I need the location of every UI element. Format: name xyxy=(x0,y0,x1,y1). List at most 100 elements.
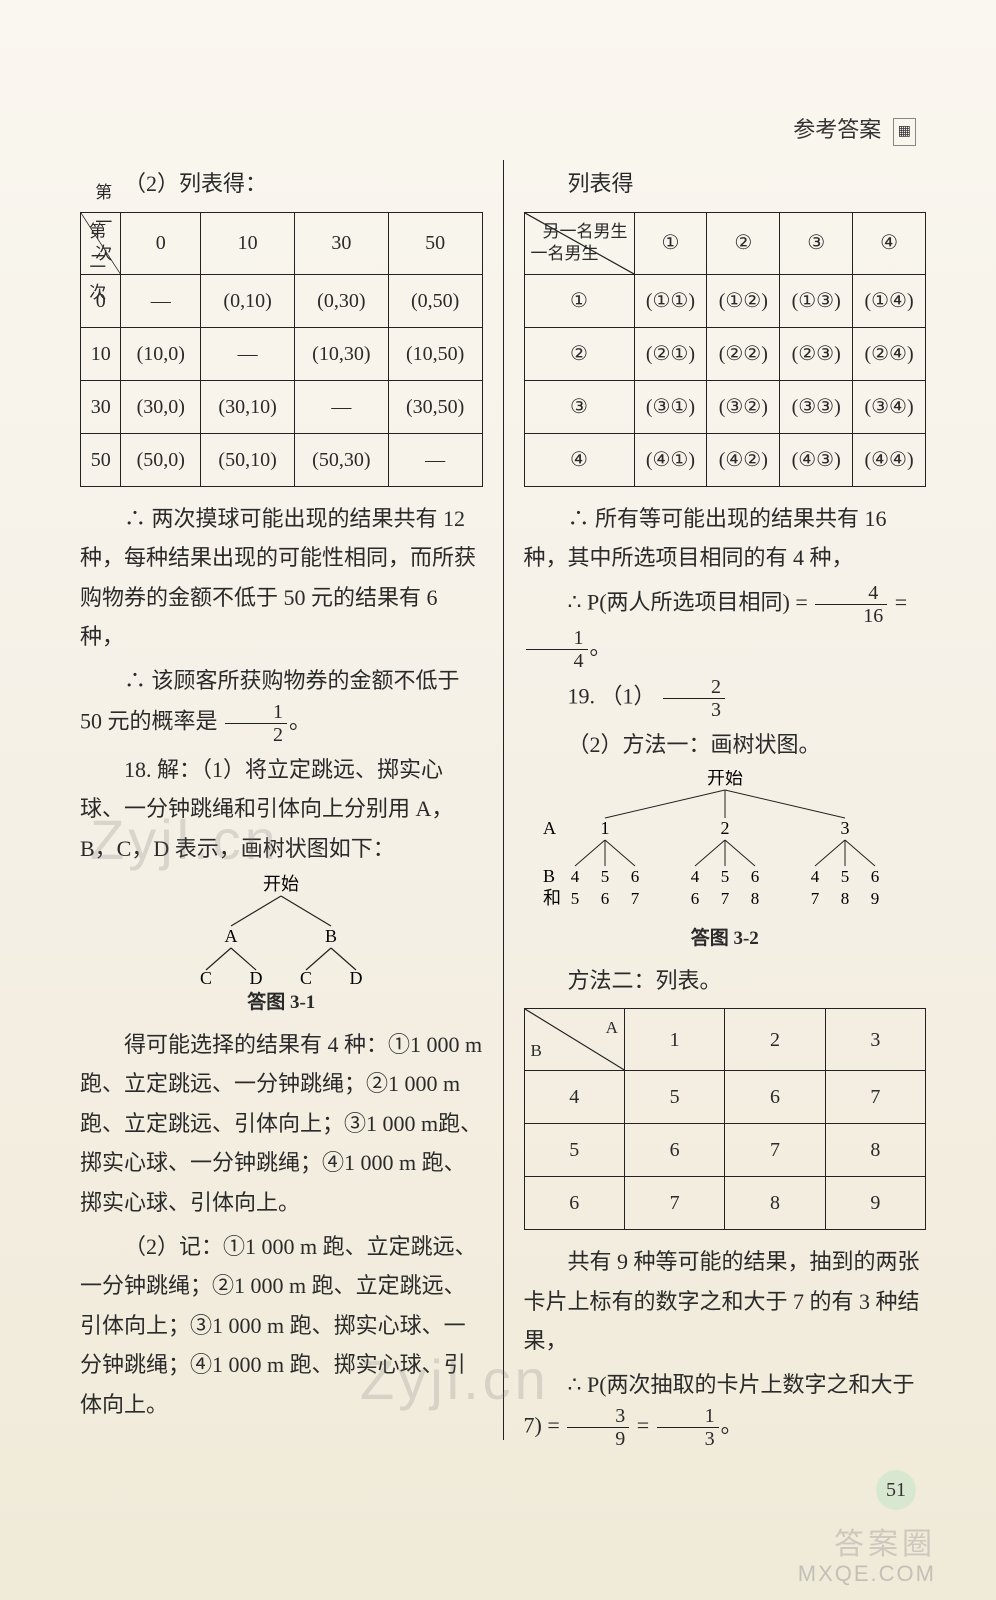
t2-r0-h: ① xyxy=(524,274,634,327)
svg-text:6: 6 xyxy=(871,867,880,886)
svg-text:8: 8 xyxy=(841,889,850,908)
t1-r1-c3: (10,50) xyxy=(388,327,482,380)
svg-text:B: B xyxy=(325,926,337,946)
t2-r2-2: (③③) xyxy=(780,380,853,433)
t2-r2-0: (③①) xyxy=(634,380,707,433)
t1-r2-c1: (30,10) xyxy=(201,380,295,433)
svg-text:3: 3 xyxy=(840,818,849,838)
svg-text:C: C xyxy=(200,968,212,984)
table3-diagonal: B A xyxy=(524,1009,624,1071)
svg-text:7: 7 xyxy=(811,889,820,908)
t2-r3-h: ④ xyxy=(524,433,634,486)
brand-url: MXQE.COM xyxy=(798,1554,936,1594)
svg-text:开始: 开始 xyxy=(263,874,299,894)
t2-r2-1: (③②) xyxy=(707,380,780,433)
t2-r1-0: (②①) xyxy=(634,327,707,380)
t1-r1-c1: — xyxy=(201,327,295,380)
t1-col-2: 30 xyxy=(294,212,388,274)
table-1: 第一次 第二次 0 10 30 50 0 — (0,10) (0,30) (0,… xyxy=(80,212,483,487)
left-column: （2）列表得： 第一次 第二次 0 10 30 50 0 — (0,10 xyxy=(70,160,504,1440)
q18-a: 18. 解：（1）将立定跳远、掷实心球、一分钟跳绳和引体向上分别用 A，B，C，… xyxy=(80,750,483,869)
t3-r0-2: 7 xyxy=(825,1071,925,1124)
frac-4-16: 416 xyxy=(815,582,887,627)
content-columns: （2）列表得： 第一次 第二次 0 10 30 50 0 — (0,10 xyxy=(70,160,936,1440)
t1-r2-c3: (30,50) xyxy=(388,380,482,433)
svg-text:6: 6 xyxy=(691,889,700,908)
t2-r3-3: (④④) xyxy=(853,433,926,486)
t3-c2: 3 xyxy=(825,1009,925,1071)
frac-2-3: 23 xyxy=(663,676,725,721)
t2-r2-3: (③④) xyxy=(853,380,926,433)
t1-col-3: 50 xyxy=(388,212,482,274)
t1-r3-c1: (50,10) xyxy=(201,433,295,486)
t2-r2-h: ③ xyxy=(524,380,634,433)
t1-r2-c0: (30,0) xyxy=(121,380,201,433)
frac-half: 1 2 xyxy=(225,701,287,746)
frac-1-4: 14 xyxy=(526,627,588,672)
t3-c1: 2 xyxy=(725,1009,825,1071)
t2-r0-3: (①④) xyxy=(853,274,926,327)
t2-c0: ① xyxy=(634,212,707,274)
page-header: 参考答案 ▦ xyxy=(793,110,916,150)
tree2-caption: 答图 3-2 xyxy=(524,922,927,956)
t1-r3-c3: — xyxy=(388,433,482,486)
svg-text:6: 6 xyxy=(751,867,760,886)
q18-c: （2）记：①1 000 m 跑、立定跳远、一分钟跳绳；②1 000 m 跑、立定… xyxy=(80,1227,483,1425)
tree-diagram-2: 开始 A 1 2 3 B 456 456 456 和 567 678 789 xyxy=(525,770,925,920)
t3-r0-h: 4 xyxy=(524,1071,624,1124)
left-intro: （2）列表得： xyxy=(80,164,483,204)
left-para2: ∴ 该顾客所获购物券的金额不低于 50 元的概率是 1 2 。 xyxy=(80,661,483,746)
t2-r1-1: (②②) xyxy=(707,327,780,380)
t2-c2: ③ xyxy=(780,212,853,274)
t2-c3: ④ xyxy=(853,212,926,274)
svg-text:9: 9 xyxy=(871,889,880,908)
right-para6: ∴ P(两次抽取的卡片上数字之和大于 7) = 39 = 13。 xyxy=(524,1365,927,1450)
svg-text:开始: 开始 xyxy=(707,770,743,788)
right-intro: 列表得 xyxy=(524,164,927,204)
t2-r3-2: (④③) xyxy=(780,433,853,486)
t3-r2-1: 8 xyxy=(725,1177,825,1230)
t3-r2-2: 9 xyxy=(825,1177,925,1230)
t2-r0-1: (①②) xyxy=(707,274,780,327)
svg-text:5: 5 xyxy=(841,867,850,886)
header-icon: ▦ xyxy=(893,118,916,145)
t1-r2-h: 30 xyxy=(81,380,121,433)
svg-text:C: C xyxy=(300,968,312,984)
left-para1: ∴ 两次摸球可能出现的结果共有 12 种，每种结果出现的可能性相同，而所获购物券… xyxy=(80,499,483,657)
t1-r2-c2: — xyxy=(294,380,388,433)
t1-r3-c2: (50,30) xyxy=(294,433,388,486)
t2-r3-0: (④①) xyxy=(634,433,707,486)
svg-text:A: A xyxy=(543,818,556,838)
svg-text:2: 2 xyxy=(720,818,729,838)
t3-r0-0: 5 xyxy=(624,1071,724,1124)
t2-r1-2: (②③) xyxy=(780,327,853,380)
svg-text:4: 4 xyxy=(571,867,580,886)
svg-text:4: 4 xyxy=(811,867,820,886)
t3-r1-0: 6 xyxy=(624,1124,724,1177)
svg-text:B: B xyxy=(543,866,555,886)
t2-r3-1: (④②) xyxy=(707,433,780,486)
t1-col-0: 0 xyxy=(121,212,201,274)
table-2: 一名男生 另一名男生 ① ② ③ ④ ①(①①)(①②)(①③)(①④) ②(②… xyxy=(524,212,927,487)
t3-c0: 1 xyxy=(624,1009,724,1071)
t2-r0-2: (①③) xyxy=(780,274,853,327)
svg-text:5: 5 xyxy=(601,867,610,886)
svg-text:1: 1 xyxy=(600,818,609,838)
table1-diagonal: 第一次 第二次 xyxy=(81,212,121,274)
page: 参考答案 ▦ Zyjl.cn Zyjl.cn （2）列表得： 第一次 第二次 0… xyxy=(0,0,996,1600)
t2-c1: ② xyxy=(707,212,780,274)
t2-r1-3: (②④) xyxy=(853,327,926,380)
svg-text:4: 4 xyxy=(691,867,700,886)
right-column: 列表得 一名男生 另一名男生 ① ② ③ ④ ①(①①)(①②)(①③)(①④)… xyxy=(504,160,937,1440)
t1-r1-h: 10 xyxy=(81,327,121,380)
svg-text:D: D xyxy=(350,968,363,984)
frac-3-9: 39 xyxy=(567,1405,629,1450)
t1-r0-c1: (0,10) xyxy=(201,274,295,327)
svg-text:6: 6 xyxy=(631,867,640,886)
t1-r3-h: 50 xyxy=(81,433,121,486)
tree1-caption: 答图 3-1 xyxy=(80,986,483,1020)
q18-b: 得可能选择的结果有 4 种：①1 000 m 跑、立定跳远、一分钟跳绳；②1 0… xyxy=(80,1025,483,1223)
table-3: B A 1 2 3 4567 5678 6789 xyxy=(524,1008,927,1230)
svg-text:5: 5 xyxy=(571,889,580,908)
svg-text:8: 8 xyxy=(751,889,760,908)
